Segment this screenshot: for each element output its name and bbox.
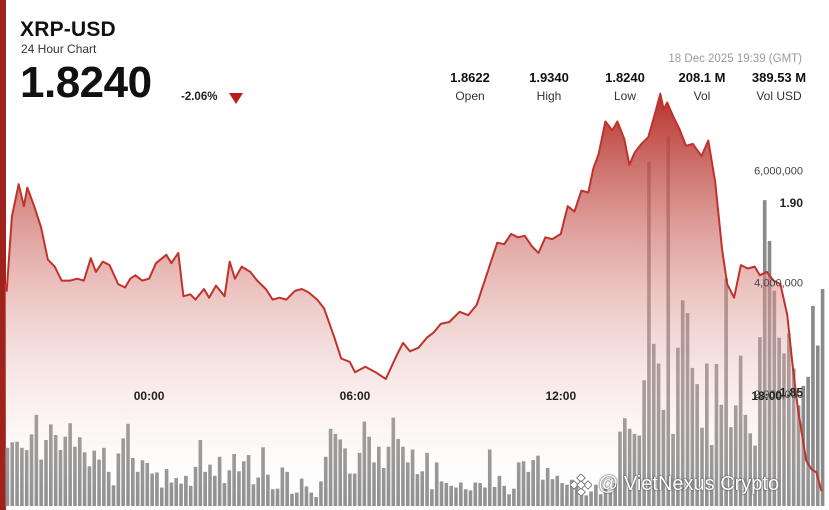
stat-low: 1.8240 Low <box>590 70 660 103</box>
stat-vol-usd: 389.53 M Vol USD <box>744 70 814 103</box>
watermark-text: @ VietNexus Crypto <box>598 473 780 495</box>
time-tick-label: 18:00 <box>751 389 782 403</box>
volume-bar <box>820 289 825 506</box>
stat-high: 1.9340 High <box>514 70 584 103</box>
stat-open: 1.8622 Open <box>435 70 505 103</box>
symbol-title: XRP-USD <box>20 18 116 41</box>
diamond-logo-icon <box>570 474 592 496</box>
price-change: -2.06% <box>181 91 218 103</box>
watermark: @ VietNexus Crypto <box>570 471 822 499</box>
price-line <box>4 92 823 492</box>
timestamp: 18 Dec 2025 19:39 (GMT) <box>668 53 802 65</box>
price-area-fill <box>5 93 822 510</box>
time-tick-label: 00:00 <box>134 389 165 403</box>
stat-value: 1.8622 <box>450 70 490 85</box>
price-tick-label: 1.85 <box>780 386 804 400</box>
stat-value: 208.1 M <box>678 70 726 85</box>
price-tick-label: 1.90 <box>780 196 804 210</box>
stat-label: Open <box>455 89 485 103</box>
accent-bar <box>0 0 6 510</box>
stat-label: Vol <box>693 89 711 103</box>
stat-value: 389.53 M <box>751 70 807 85</box>
stat-label: High <box>536 89 562 103</box>
time-tick-label: 12:00 <box>545 389 576 403</box>
volume-axis: 6,000,000 4,000,000 2,000,000 <box>754 166 803 402</box>
volume-bar <box>815 345 820 506</box>
time-axis: 00:00 06:00 12:00 18:00 <box>134 389 783 403</box>
stat-label: Vol USD <box>756 89 802 103</box>
volume-bar <box>811 305 815 506</box>
down-triangle-icon <box>229 93 243 104</box>
stat-value: 1.8240 <box>605 70 645 85</box>
stat-vol: 208.1 M Vol <box>667 70 737 103</box>
volume-tick-label: 6,000,000 <box>754 166 803 178</box>
stat-value: 1.9340 <box>529 70 569 85</box>
chart-subtitle: 24 Hour Chart <box>21 42 97 56</box>
time-tick-label: 06:00 <box>340 389 371 403</box>
volume-tick-label: 4,000,000 <box>754 277 803 289</box>
volume-bar <box>806 376 810 506</box>
volume-tick-label: 2,000,000 <box>754 389 803 401</box>
stat-label: Low <box>613 89 636 103</box>
price-axis: 1.90 1.85 <box>780 196 804 400</box>
current-price: 1.8240 <box>20 58 152 107</box>
